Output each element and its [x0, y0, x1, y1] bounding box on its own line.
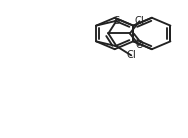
- Text: O: O: [135, 40, 143, 50]
- Text: Cl: Cl: [135, 16, 144, 26]
- Text: Cl: Cl: [126, 50, 136, 60]
- Text: S: S: [113, 16, 120, 26]
